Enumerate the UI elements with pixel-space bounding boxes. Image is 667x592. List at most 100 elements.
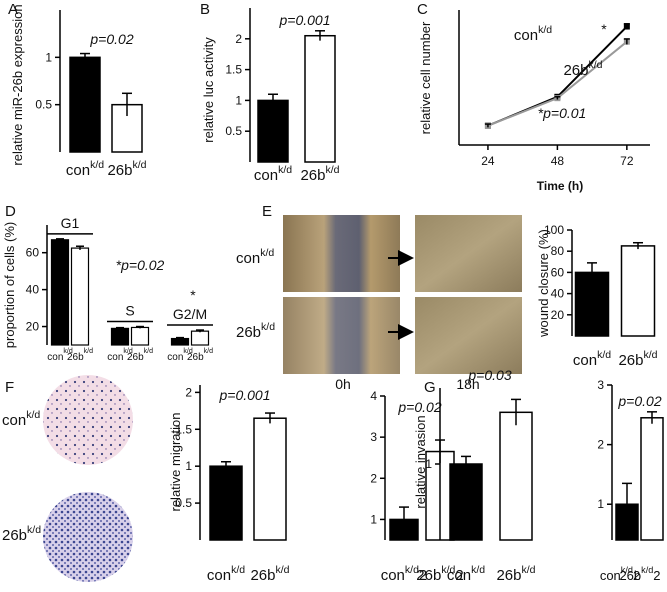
annotation: *	[601, 21, 607, 37]
row-label: conk/d	[236, 247, 274, 267]
series-label-sup: k/d	[204, 348, 213, 355]
panel-label: F	[5, 379, 14, 396]
x-tick-label: 26bk/d	[300, 164, 339, 184]
x-tick-label-suffix: 2	[419, 567, 427, 584]
error-bar	[265, 412, 275, 424]
annotation: p=0.001	[219, 387, 271, 403]
y-tick-label: 80	[551, 244, 565, 258]
x-tick-label-sup: k/d	[471, 564, 485, 576]
error-bar	[623, 38, 630, 45]
error-bar	[221, 461, 231, 471]
y-axis-label: relative luc activity	[201, 37, 216, 143]
x-tick-label-base: con	[207, 567, 231, 584]
legend-label-base: 26b	[563, 62, 588, 79]
bar	[190, 330, 210, 346]
bar	[574, 271, 610, 337]
wound-photo	[415, 297, 522, 374]
x-tick-label: conk/d	[573, 349, 611, 369]
column-label: 18h	[456, 376, 479, 392]
bar	[209, 465, 243, 541]
x-tick-label-sup: k/d	[522, 564, 536, 576]
y-tick-label: 4	[370, 389, 377, 403]
y-axis-label: proportion of cells (%)	[2, 222, 17, 348]
error-bar	[622, 482, 632, 526]
panel-label: G	[424, 379, 436, 396]
error-bar	[623, 23, 630, 30]
y-axis-label: wound closure (%)	[536, 229, 551, 338]
row-label-base: 26b	[236, 324, 261, 341]
error-bar	[647, 411, 657, 424]
y-tick-label: 1	[185, 459, 192, 473]
error-bar	[399, 506, 409, 532]
x-tick-label: conk/d2	[600, 565, 640, 583]
transwell-photo	[43, 375, 133, 465]
row-label-sup: k/d	[261, 321, 275, 333]
series-label-sup: k/d	[63, 348, 72, 355]
annotation: p=0.001	[279, 12, 331, 28]
error-bar	[122, 92, 132, 117]
x-tick-label-base: con	[447, 567, 471, 584]
x-tick-label: 26bk/d2	[416, 564, 463, 584]
x-tick-label-base: 26b	[618, 352, 643, 369]
series-label-base: 26b	[187, 352, 204, 363]
y-tick-label: 1	[235, 93, 242, 107]
series-label-base: con	[107, 352, 123, 363]
x-tick-label-base: con	[66, 162, 90, 179]
x-tick-label: 26bk/d	[107, 159, 146, 179]
error-bar	[176, 336, 184, 340]
error-bar	[80, 52, 90, 62]
series-label: conk/d	[47, 348, 73, 363]
x-tick-label: conk/d	[66, 159, 104, 179]
panel-label: D	[5, 203, 16, 220]
y-tick-label: 1	[425, 457, 432, 471]
y-tick-label: 3	[597, 378, 604, 392]
row-label: 26bk/d	[236, 321, 275, 341]
panel-label: C	[417, 1, 428, 18]
x-tick-label-sup: k/d	[276, 564, 290, 576]
row-label-base: con	[236, 250, 260, 267]
error-bar	[315, 30, 325, 41]
row-label: conk/d	[2, 409, 40, 429]
panel-label: A	[8, 1, 18, 18]
legend-label: 26bk/d	[563, 59, 602, 79]
series-label-base: 26b	[67, 352, 84, 363]
group-label: G2/M	[173, 306, 207, 322]
series-label-base: 26b	[127, 352, 144, 363]
row-label: 26bk/d	[2, 524, 41, 544]
row-label-sup: k/d	[260, 247, 274, 259]
series-label-base: con	[47, 352, 63, 363]
bar	[620, 245, 656, 337]
x-tick-label-suffix: 2	[455, 567, 463, 584]
bar	[253, 417, 287, 541]
x-tick-label: conk/d2	[381, 564, 428, 584]
error-bar	[268, 93, 278, 107]
y-tick-label: 0.5	[35, 98, 52, 112]
x-tick-label-sup: k/d	[621, 565, 633, 575]
y-axis-label: relative miR-26b expression	[10, 4, 25, 165]
x-tick-label: 26bk/d	[496, 564, 535, 584]
y-tick-label: 40	[551, 287, 565, 301]
legend-label-base: con	[514, 27, 538, 44]
series-label: conk/d	[167, 348, 193, 363]
x-tick-label-base: 26b	[300, 167, 325, 184]
x-tick-label-base: con	[254, 167, 278, 184]
bar	[304, 34, 336, 163]
x-tick-label-sup: k/d	[90, 159, 104, 171]
bar	[640, 417, 664, 541]
wound-photo	[283, 297, 400, 374]
x-tick-label-sup: k/d	[597, 349, 611, 361]
annotation: p=0.02	[89, 31, 133, 47]
error-bar	[56, 238, 64, 241]
x-tick-label: 26bk/d2	[619, 565, 660, 583]
series-label-sup: k/d	[183, 348, 192, 355]
y-tick-label: 40	[26, 283, 40, 297]
annotation: *	[190, 287, 196, 303]
y-tick-label: 1	[45, 50, 52, 64]
row-label-base: con	[2, 412, 26, 429]
series-label: conk/d	[107, 348, 133, 363]
y-tick-label: 1.5	[225, 63, 242, 77]
x-tick-label-base: con	[600, 568, 621, 583]
y-tick-label: 2	[235, 32, 242, 46]
series-label: 26bk/d	[127, 348, 153, 363]
error-bar	[511, 398, 521, 426]
